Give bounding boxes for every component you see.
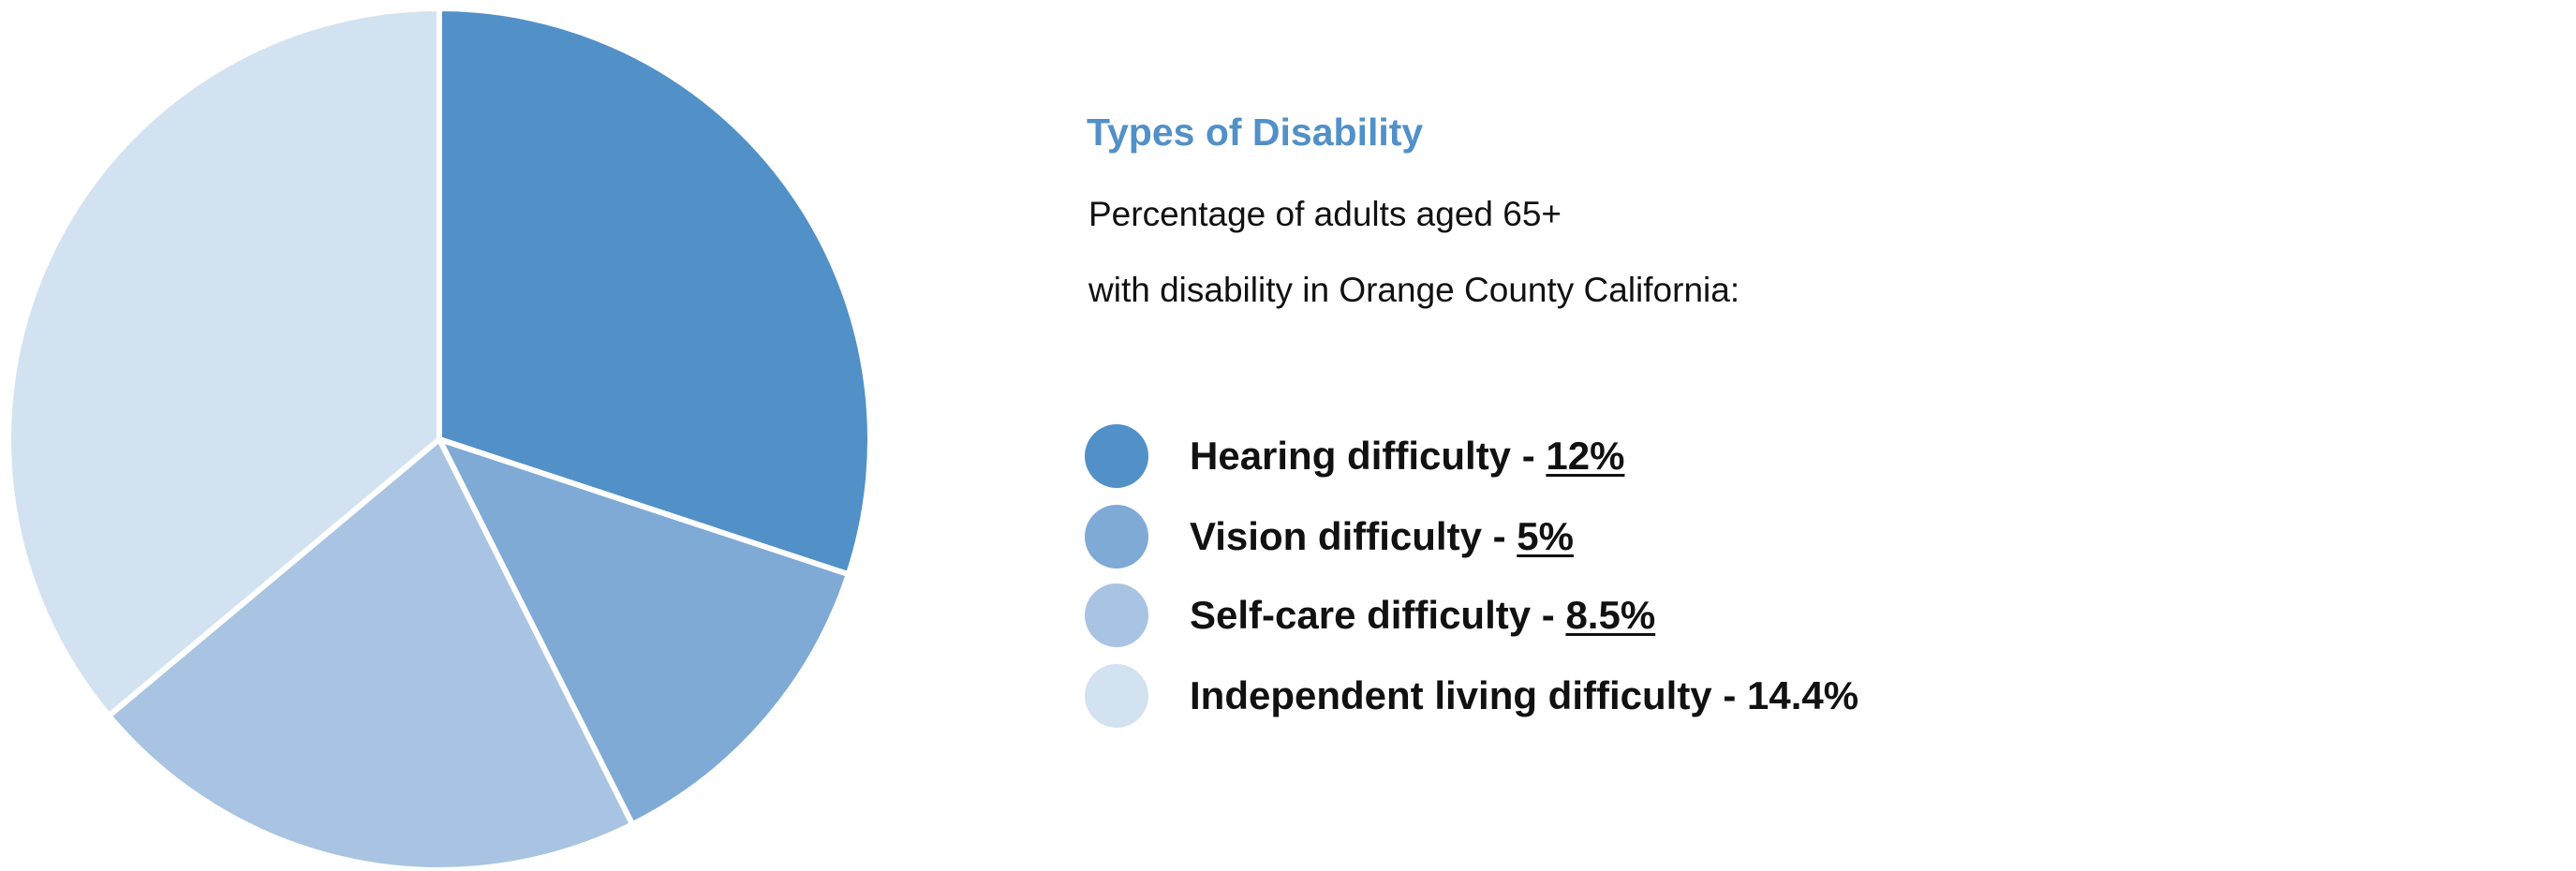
legend-swatch-icon [1085, 505, 1148, 568]
chart-title: Types of Disability [1087, 111, 1424, 154]
legend-label: Independent living difficulty [1190, 673, 1712, 717]
pie-slice-vision-difficulty [437, 436, 851, 828]
chart-subtitle-line-1: Percentage of adults aged 65+ [1088, 195, 1562, 233]
pie-slice-hearing-difficulty [437, 6, 873, 578]
legend-swatch-icon [1085, 583, 1148, 647]
legend-text: Independent living difficulty - 14.4% [1190, 673, 1858, 718]
legend-value: 12% [1546, 434, 1625, 478]
legend-text: Hearing difficulty - 12% [1190, 434, 1624, 479]
legend-item: Vision difficulty - 5% [1085, 504, 1574, 569]
pie-slice-self-care-difficulty [106, 436, 636, 871]
chart-subtitle-line-2: with disability in Orange County Califor… [1088, 271, 1740, 309]
pie-chart [6, 6, 873, 871]
legend-swatch-icon [1085, 664, 1148, 728]
legend-value: 8.5% [1565, 593, 1656, 637]
legend-separator: - [1531, 593, 1566, 637]
legend-item: Self-care difficulty - 8.5% [1085, 583, 1655, 648]
legend-label: Self-care difficulty [1190, 593, 1532, 637]
legend-separator: - [1511, 434, 1547, 478]
legend-item: Independent living difficulty - 14.4% [1085, 663, 1858, 729]
legend-value: 5% [1517, 514, 1574, 558]
legend-item: Hearing difficulty - 12% [1085, 423, 1624, 489]
legend-text: Vision difficulty - 5% [1190, 514, 1574, 559]
pie-slice-independent-living-difficulty [6, 6, 442, 719]
legend-swatch-icon [1085, 424, 1148, 488]
legend-label: Vision difficulty [1190, 514, 1482, 558]
legend-separator: - [1711, 673, 1747, 717]
legend-separator: - [1481, 514, 1517, 558]
legend-label: Hearing difficulty [1190, 434, 1512, 478]
legend-value: 14.4% [1747, 673, 1859, 717]
legend-text: Self-care difficulty - 8.5% [1190, 593, 1655, 638]
